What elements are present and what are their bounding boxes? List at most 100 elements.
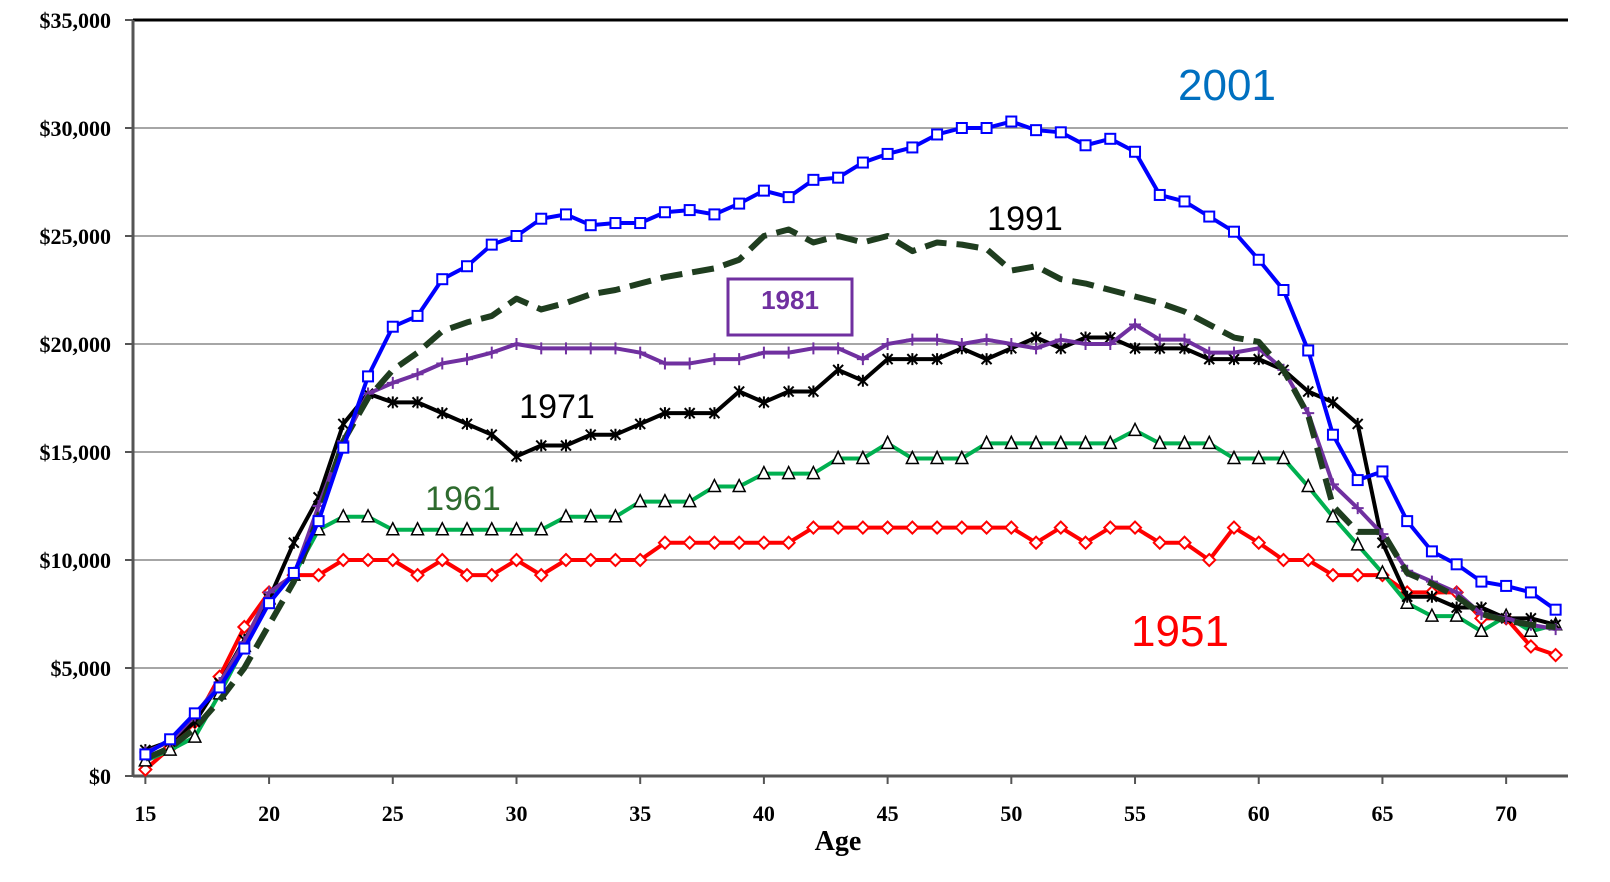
marker	[188, 707, 201, 720]
marker	[1054, 333, 1067, 346]
x-tick-label: 40	[753, 801, 775, 826]
marker	[731, 535, 747, 551]
marker	[1203, 346, 1216, 359]
marker	[1351, 417, 1364, 430]
marker	[1226, 520, 1242, 536]
marker	[559, 208, 572, 221]
marker	[484, 567, 500, 583]
marker	[1004, 434, 1019, 450]
marker	[510, 230, 523, 242]
marker	[139, 748, 152, 761]
marker	[583, 552, 599, 568]
marker	[1351, 474, 1364, 487]
marker	[236, 619, 252, 635]
marker	[1078, 434, 1093, 450]
marker	[1302, 344, 1315, 357]
marker	[1500, 579, 1513, 592]
marker	[980, 122, 993, 134]
marker	[459, 567, 475, 583]
marker	[733, 353, 746, 366]
marker	[1276, 449, 1291, 465]
marker	[1300, 552, 1316, 568]
marker	[1054, 126, 1067, 139]
marker	[632, 552, 648, 568]
marker	[534, 521, 549, 536]
y-tick-label: $0	[89, 764, 111, 789]
marker	[906, 333, 919, 346]
marker	[263, 586, 276, 599]
x-tick-label: 60	[1248, 801, 1270, 826]
x-tick-label: 55	[1124, 801, 1146, 826]
x-tick-label: 70	[1495, 801, 1517, 826]
marker	[807, 173, 820, 186]
series-line	[144, 322, 1556, 755]
marker	[1426, 590, 1438, 603]
marker	[1475, 575, 1488, 588]
marker	[1474, 622, 1489, 638]
marker	[1350, 567, 1366, 583]
marker	[781, 535, 797, 551]
marker	[336, 508, 351, 523]
marker	[708, 208, 721, 221]
marker	[781, 464, 796, 480]
marker	[906, 353, 919, 366]
marker	[1201, 552, 1217, 568]
marker	[608, 508, 623, 523]
marker	[386, 320, 399, 333]
marker	[385, 521, 400, 536]
marker	[238, 642, 251, 655]
marker	[558, 552, 574, 568]
marker	[559, 342, 572, 355]
marker	[659, 407, 671, 420]
marker	[658, 206, 671, 219]
marker	[757, 346, 770, 359]
marker	[634, 217, 647, 230]
marker	[509, 521, 524, 536]
marker	[360, 508, 376, 523]
marker	[386, 376, 399, 389]
marker	[857, 374, 869, 387]
marker	[1030, 331, 1042, 344]
marker	[387, 396, 399, 409]
marker	[411, 396, 424, 409]
marker	[1152, 434, 1167, 450]
marker	[733, 197, 746, 210]
marker	[162, 741, 178, 756]
marker	[832, 171, 845, 184]
marker	[484, 521, 499, 536]
marker	[411, 309, 424, 322]
marker	[584, 342, 597, 355]
marker	[905, 449, 920, 465]
marker	[979, 434, 994, 450]
marker	[1129, 145, 1142, 158]
marker	[758, 396, 770, 409]
series-line	[144, 226, 1556, 762]
marker	[584, 219, 597, 232]
marker	[756, 464, 772, 480]
marker	[1376, 465, 1389, 478]
marker	[385, 552, 401, 568]
marker	[1325, 508, 1341, 523]
marker	[782, 385, 795, 398]
marker	[362, 370, 375, 383]
marker	[1028, 434, 1044, 450]
marker	[1177, 535, 1192, 551]
marker	[485, 238, 498, 251]
marker	[1153, 333, 1166, 346]
marker	[881, 353, 894, 366]
series-line	[144, 428, 1557, 763]
marker	[459, 521, 475, 536]
y-tick-label: $35,000	[40, 8, 112, 33]
marker	[558, 508, 574, 523]
marker	[1129, 342, 1141, 355]
marker	[312, 515, 325, 528]
marker	[1450, 558, 1463, 571]
marker	[533, 567, 549, 583]
marker	[832, 363, 844, 376]
marker	[682, 535, 698, 551]
marker	[881, 338, 894, 350]
marker	[609, 217, 622, 230]
marker	[683, 357, 696, 370]
marker	[1401, 515, 1414, 528]
marker	[1276, 552, 1291, 568]
